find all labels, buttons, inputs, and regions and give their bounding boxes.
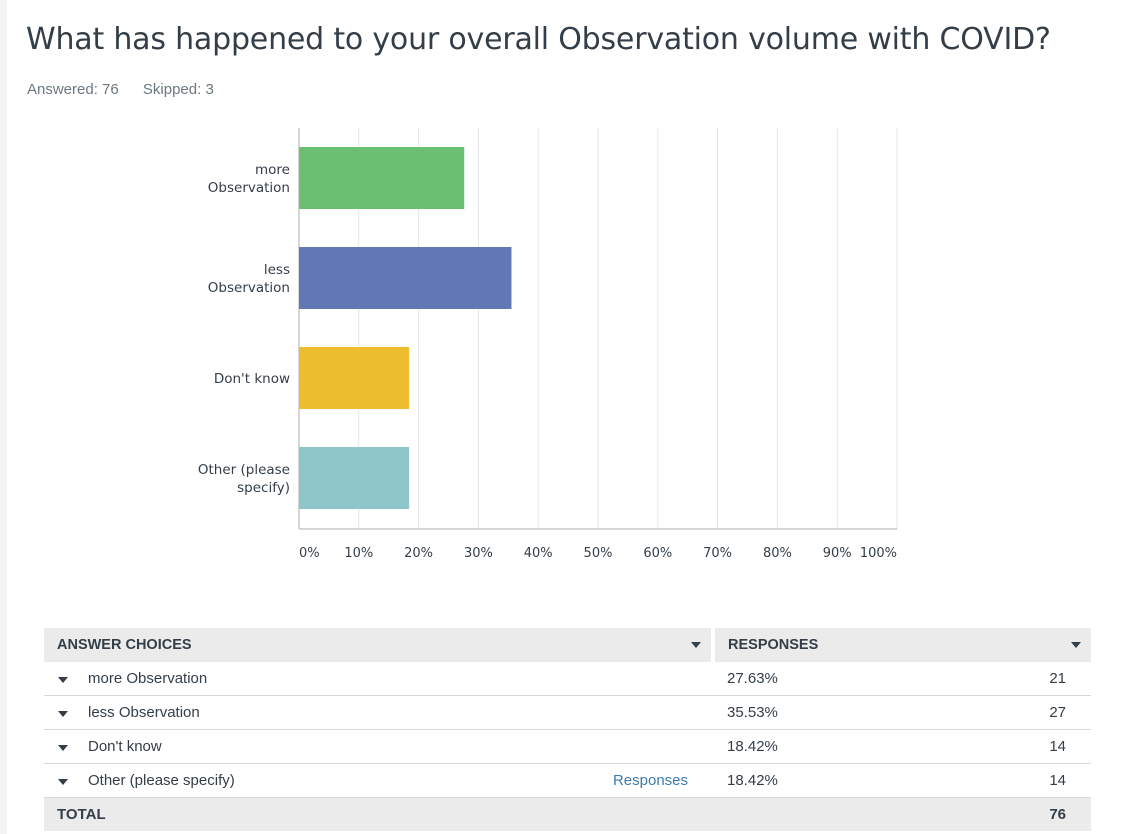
- table-row: Don't know 18.42% 14: [44, 730, 1091, 764]
- category-label: Observation: [208, 180, 290, 196]
- x-tick-label: 30%: [464, 546, 493, 561]
- x-tick-label: 0%: [299, 546, 320, 561]
- skipped-count: Skipped: 3: [142, 81, 214, 98]
- answer-choice: less Observation: [88, 704, 200, 721]
- bar: [299, 247, 512, 309]
- bar-chart: more Observation less Observation Don't know…: [198, 128, 898, 561]
- bar: [299, 347, 410, 409]
- category-label: Other (please: [198, 462, 290, 478]
- table-header: ANSWER CHOICES RESPONSES: [44, 628, 1091, 662]
- response-stats: Answered: 76 Skipped: 3: [27, 81, 214, 98]
- x-tick-label: 60%: [643, 546, 672, 561]
- expand-caret-icon[interactable]: [58, 677, 68, 683]
- bar: [299, 447, 410, 509]
- response-percent: 18.42%: [727, 772, 778, 789]
- responses-header[interactable]: RESPONSES: [715, 628, 1091, 662]
- x-tick-label: 40%: [524, 546, 553, 561]
- x-tick-label: 20%: [404, 546, 433, 561]
- response-percent: 18.42%: [727, 738, 778, 755]
- total-label: TOTAL: [57, 806, 106, 823]
- category-label: Observation: [208, 280, 290, 296]
- category-label: specify): [237, 480, 290, 496]
- sort-caret-icon[interactable]: [691, 642, 701, 648]
- answer-table: ANSWER CHOICES RESPONSES more Observatio…: [44, 628, 1091, 831]
- total-row: TOTAL 76: [44, 798, 1091, 831]
- answer-choices-header[interactable]: ANSWER CHOICES: [44, 628, 711, 662]
- expand-caret-icon[interactable]: [58, 745, 68, 751]
- question-title: What has happened to your overall Observ…: [26, 22, 1051, 57]
- responses-header-label: RESPONSES: [728, 637, 819, 653]
- table-row: less Observation 35.53% 27: [44, 696, 1091, 730]
- category-label: more: [255, 162, 290, 178]
- x-tick-label: 90%: [823, 546, 852, 561]
- answer-choice: Other (please specify): [88, 772, 235, 789]
- category-label: Don't know: [214, 371, 290, 387]
- answered-count: Answered: 76: [27, 81, 119, 98]
- x-tick-label: 100%: [860, 546, 897, 561]
- x-tick-label: 50%: [584, 546, 613, 561]
- answer-choice: Don't know: [88, 738, 162, 755]
- response-count: 14: [1049, 772, 1066, 789]
- left-border: [0, 0, 7, 834]
- response-count: 14: [1049, 738, 1066, 755]
- expand-caret-icon[interactable]: [58, 779, 68, 785]
- answer-choices-header-label: ANSWER CHOICES: [57, 637, 192, 653]
- x-tick-label: 10%: [344, 546, 373, 561]
- response-percent: 35.53%: [727, 704, 778, 721]
- expand-caret-icon[interactable]: [58, 711, 68, 717]
- total-count: 76: [1049, 806, 1066, 823]
- sort-caret-icon[interactable]: [1071, 642, 1081, 648]
- table-row: more Observation 27.63% 21: [44, 662, 1091, 696]
- answer-choice: more Observation: [88, 670, 208, 687]
- x-tick-label: 80%: [763, 546, 792, 561]
- responses-link[interactable]: Responses: [612, 772, 688, 789]
- response-count: 21: [1049, 670, 1066, 687]
- bar: [299, 147, 465, 209]
- response-count: 27: [1049, 704, 1066, 721]
- category-label: less: [264, 262, 290, 278]
- table-row: Other (please specify) Responses 18.42% …: [44, 764, 1091, 798]
- response-percent: 27.63%: [727, 670, 778, 687]
- x-tick-label: 70%: [703, 546, 732, 561]
